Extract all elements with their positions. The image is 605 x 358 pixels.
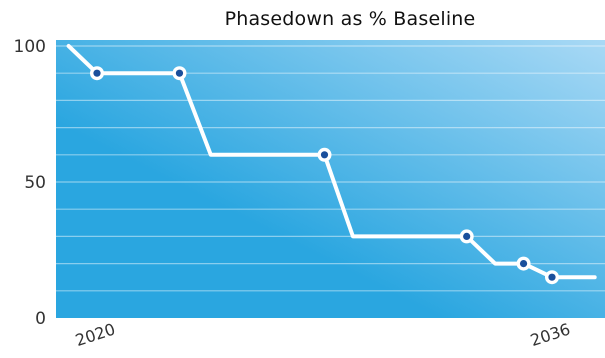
- series-line-path: [66, 44, 597, 280]
- data-point-marker: [459, 229, 474, 244]
- y-tick-label: 50: [24, 173, 46, 193]
- x-tick-label: 2036: [528, 319, 573, 350]
- data-point-marker: [516, 256, 531, 271]
- x-axis-ticks: 2020 2036: [73, 319, 573, 350]
- plot-background: [56, 40, 605, 318]
- y-tick-label: 0: [35, 309, 46, 329]
- y-axis-ticks: 0 50 100: [14, 37, 46, 329]
- series-markers: [90, 66, 559, 285]
- data-point-marker: [545, 270, 559, 285]
- data-point-marker: [172, 66, 187, 81]
- y-tick-label: 100: [14, 37, 46, 57]
- data-point-marker: [90, 66, 104, 81]
- x-tick-label: 2020: [73, 319, 118, 350]
- chart-title: Phasedown as % Baseline: [224, 8, 476, 30]
- data-point-marker: [317, 147, 332, 162]
- series-line: [66, 44, 597, 280]
